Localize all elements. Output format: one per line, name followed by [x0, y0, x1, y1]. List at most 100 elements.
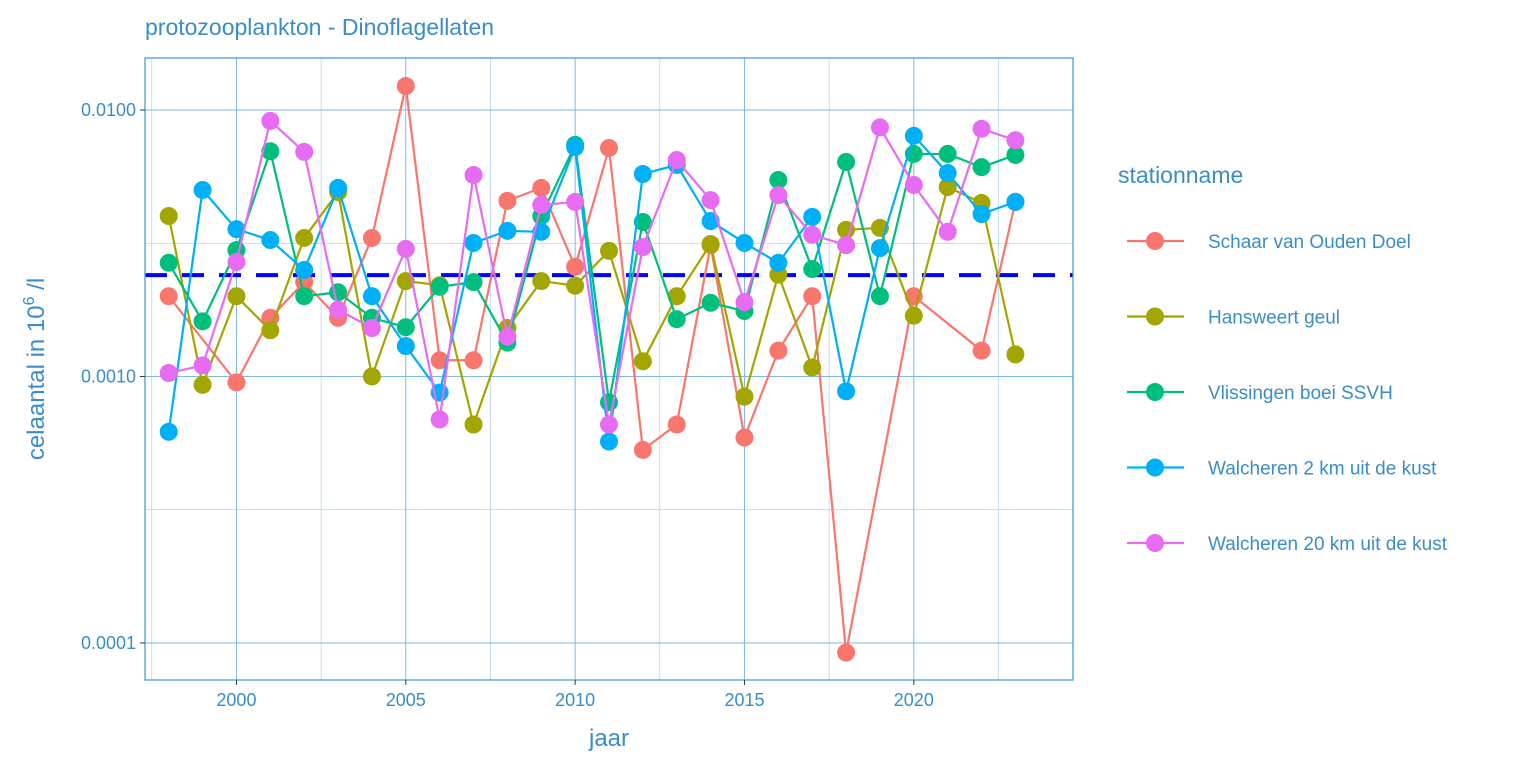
data-point [159, 364, 178, 383]
data-point [701, 191, 720, 210]
data-point [396, 337, 415, 356]
data-point [701, 293, 720, 312]
legend-label: Schaar van Ouden Doel [1208, 232, 1411, 253]
data-point [261, 231, 280, 250]
legend-item: Schaar van Ouden Doel [1127, 232, 1411, 253]
panel-border [144, 57, 1074, 681]
x-tick-label: 2015 [724, 690, 764, 710]
data-point [329, 283, 348, 302]
data-point [600, 432, 618, 451]
data-point [972, 158, 991, 177]
data-point [227, 220, 246, 239]
data-point [261, 308, 280, 327]
data-point [938, 144, 957, 163]
data-point [667, 415, 686, 434]
data-point [803, 287, 822, 306]
data-point [261, 142, 280, 161]
data-point [159, 287, 178, 306]
legend-key-point [1146, 534, 1164, 552]
data-point [362, 367, 381, 386]
data-point [667, 151, 686, 170]
data-point [464, 273, 483, 292]
data-point [193, 180, 212, 199]
legend-label: Walcheren 2 km uit de kust [1208, 459, 1437, 480]
data-point [566, 276, 585, 295]
data-point [769, 341, 788, 360]
legend-key-point [1146, 458, 1164, 477]
data-point [938, 164, 957, 183]
data-point [633, 238, 652, 257]
data-point [566, 138, 585, 157]
data-point [904, 175, 923, 194]
data-point [532, 272, 551, 291]
data-point [532, 195, 551, 214]
x-tick-label: 2000 [216, 690, 256, 710]
data-point [1006, 192, 1025, 211]
data-point [532, 222, 551, 241]
data-point [837, 236, 856, 255]
data-point [430, 351, 449, 370]
legend-item: Walcheren 20 km uit de kust [1127, 534, 1448, 555]
data-point [870, 239, 889, 258]
series-line [168, 118, 1016, 425]
legend-item: Hansweert geul [1127, 307, 1340, 329]
data-point [566, 257, 585, 276]
x-tick-label: 2010 [555, 690, 595, 710]
data-point [159, 207, 178, 226]
data-point [1006, 345, 1025, 364]
data-point [837, 382, 856, 401]
data-point [362, 287, 381, 306]
data-point [295, 287, 314, 306]
data-point [193, 312, 212, 331]
data-point [803, 225, 822, 244]
data-point [870, 118, 889, 137]
data-point [600, 241, 618, 260]
data-point [1006, 131, 1025, 150]
legend-label: Walcheren 20 km uit de kust [1208, 534, 1448, 555]
legend-title: stationname [1118, 162, 1243, 188]
data-point [769, 171, 788, 190]
data-point [735, 387, 754, 406]
data-point [904, 306, 923, 325]
series-0 [159, 77, 1025, 662]
data-point [159, 253, 178, 272]
data-point [735, 293, 754, 312]
data-point [667, 310, 686, 329]
data-point [227, 287, 246, 306]
legend-key-point [1146, 307, 1164, 326]
data-point [464, 351, 483, 370]
data-point [362, 228, 381, 247]
data-point [633, 165, 652, 184]
data-point [464, 166, 483, 185]
data-point [938, 222, 957, 241]
data-point [769, 253, 788, 272]
data-point [938, 178, 957, 197]
x-axis: 2000 2005 2010 2015 2020 [216, 680, 934, 710]
legend-label: Hansweert geul [1208, 308, 1340, 329]
data-point [633, 352, 652, 371]
data-point [396, 318, 415, 337]
series-4 [159, 111, 1025, 434]
data-point [261, 111, 280, 130]
y-axis: 0.0001 0.0010 0.0100 [81, 100, 145, 653]
data-point [532, 178, 551, 197]
data-point [498, 221, 517, 240]
data-point [329, 178, 348, 197]
y-tick-label: 0.0010 [81, 366, 136, 386]
data-point [803, 358, 822, 377]
data-point [227, 373, 246, 392]
data-point [972, 341, 991, 360]
chart-title: protozooplankton - Dinoflagellaten [145, 14, 494, 40]
data-point [566, 192, 585, 211]
data-point [735, 233, 754, 252]
data-point [667, 287, 686, 306]
x-tick-label: 2005 [386, 690, 426, 710]
data-point [261, 321, 280, 340]
legend-key-point [1146, 383, 1164, 401]
data-point [193, 356, 212, 375]
data-point [972, 119, 991, 138]
data-point [295, 142, 314, 161]
data-point [362, 319, 381, 338]
series-line [167, 133, 1016, 442]
legend-key-point [1146, 232, 1164, 250]
